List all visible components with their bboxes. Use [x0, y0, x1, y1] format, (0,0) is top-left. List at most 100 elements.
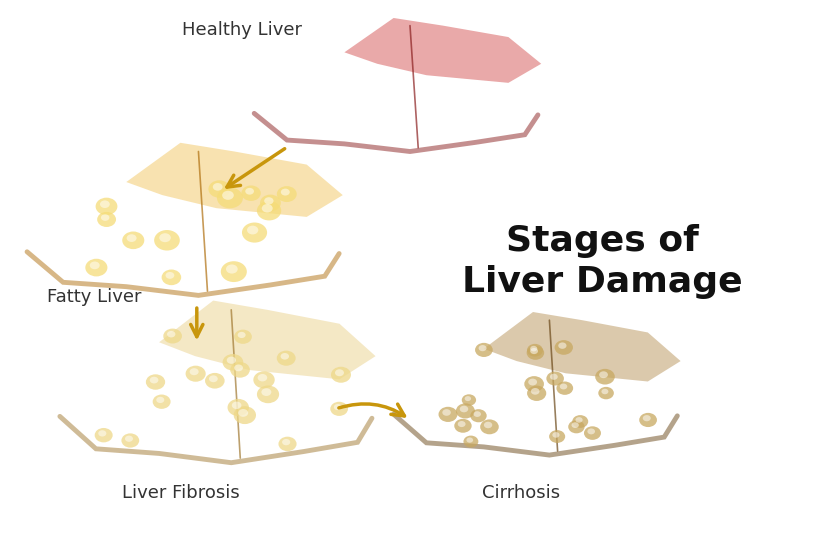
Ellipse shape [530, 346, 536, 352]
Ellipse shape [554, 340, 572, 355]
Ellipse shape [245, 188, 254, 195]
Ellipse shape [575, 417, 582, 423]
Ellipse shape [242, 222, 267, 243]
Ellipse shape [438, 407, 457, 422]
Ellipse shape [208, 180, 230, 198]
Ellipse shape [639, 413, 656, 427]
Ellipse shape [527, 344, 542, 356]
Ellipse shape [167, 331, 175, 337]
Ellipse shape [205, 373, 224, 389]
Ellipse shape [163, 329, 182, 343]
Ellipse shape [595, 369, 614, 385]
Polygon shape [126, 143, 342, 217]
Ellipse shape [549, 430, 564, 443]
Text: Cirrhosis: Cirrhosis [481, 484, 559, 502]
Ellipse shape [227, 399, 249, 416]
Ellipse shape [474, 343, 492, 357]
Ellipse shape [234, 365, 242, 371]
Ellipse shape [552, 432, 559, 438]
Ellipse shape [100, 201, 110, 208]
Ellipse shape [154, 230, 179, 251]
Ellipse shape [97, 212, 115, 227]
Ellipse shape [233, 406, 256, 424]
Ellipse shape [480, 420, 498, 434]
Ellipse shape [261, 204, 273, 213]
Ellipse shape [146, 374, 165, 390]
Text: Liver Fibrosis: Liver Fibrosis [121, 484, 239, 502]
Ellipse shape [94, 428, 112, 443]
Ellipse shape [568, 420, 584, 433]
Ellipse shape [586, 428, 595, 434]
Ellipse shape [260, 195, 280, 211]
Ellipse shape [530, 348, 537, 354]
Ellipse shape [527, 386, 545, 401]
Ellipse shape [642, 415, 650, 421]
Ellipse shape [189, 368, 198, 375]
Ellipse shape [233, 330, 251, 344]
Ellipse shape [122, 232, 144, 249]
Ellipse shape [478, 345, 486, 351]
Ellipse shape [277, 350, 296, 366]
Ellipse shape [257, 374, 267, 381]
Ellipse shape [247, 226, 258, 234]
Ellipse shape [559, 384, 567, 390]
Ellipse shape [156, 397, 164, 403]
Ellipse shape [253, 371, 274, 389]
Text: Fatty Liver: Fatty Liver [47, 288, 142, 306]
Polygon shape [159, 301, 375, 379]
Ellipse shape [280, 189, 289, 196]
Polygon shape [344, 18, 541, 83]
Ellipse shape [98, 430, 106, 437]
Ellipse shape [473, 411, 481, 417]
Ellipse shape [599, 371, 607, 378]
Ellipse shape [159, 233, 170, 242]
Text: Healthy Liver: Healthy Liver [182, 21, 301, 39]
Ellipse shape [226, 356, 236, 364]
Ellipse shape [222, 354, 243, 371]
Ellipse shape [222, 191, 233, 200]
Ellipse shape [241, 185, 260, 201]
Ellipse shape [333, 404, 342, 410]
Ellipse shape [278, 437, 296, 451]
Ellipse shape [441, 409, 450, 416]
Ellipse shape [600, 389, 608, 394]
Ellipse shape [282, 439, 290, 445]
Ellipse shape [101, 214, 109, 221]
Ellipse shape [150, 377, 158, 384]
Ellipse shape [459, 405, 468, 413]
Ellipse shape [261, 388, 271, 396]
Ellipse shape [556, 382, 572, 395]
Ellipse shape [256, 201, 281, 220]
Ellipse shape [232, 402, 241, 409]
Ellipse shape [85, 259, 107, 276]
Ellipse shape [464, 396, 470, 401]
Ellipse shape [558, 342, 566, 349]
Ellipse shape [454, 419, 471, 433]
Ellipse shape [571, 422, 578, 428]
Ellipse shape [526, 346, 544, 360]
Ellipse shape [466, 438, 473, 443]
Ellipse shape [264, 197, 274, 204]
Ellipse shape [230, 362, 250, 378]
Ellipse shape [455, 403, 474, 419]
Ellipse shape [335, 370, 343, 376]
Ellipse shape [598, 387, 613, 399]
Ellipse shape [457, 421, 465, 427]
Ellipse shape [461, 394, 476, 406]
Ellipse shape [572, 415, 587, 428]
Ellipse shape [212, 183, 222, 191]
Ellipse shape [217, 187, 242, 208]
Ellipse shape [226, 264, 238, 274]
Polygon shape [483, 312, 680, 381]
Ellipse shape [280, 353, 288, 360]
Ellipse shape [121, 433, 139, 447]
Text: Stages of
Liver Damage: Stages of Liver Damage [462, 224, 742, 299]
Ellipse shape [161, 270, 181, 285]
Ellipse shape [527, 379, 536, 385]
Ellipse shape [220, 261, 247, 282]
Ellipse shape [550, 374, 557, 380]
Ellipse shape [470, 409, 486, 422]
Ellipse shape [152, 395, 170, 409]
Ellipse shape [483, 422, 491, 428]
Ellipse shape [124, 435, 133, 442]
